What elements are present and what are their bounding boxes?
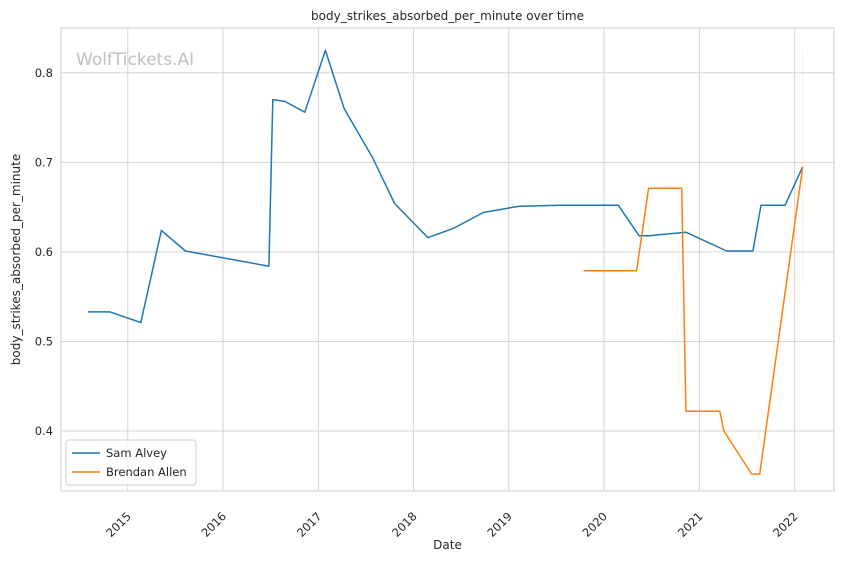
series-line-1	[583, 166, 804, 475]
legend-box	[65, 439, 197, 486]
x-tick-label: 2020	[579, 509, 610, 540]
watermark-text: WolfTickets.AI	[76, 50, 194, 70]
x-tick-label: 2021	[675, 509, 706, 540]
x-tick-label: 2018	[389, 509, 420, 540]
y-tick-label: 0.6	[35, 245, 53, 259]
grid-lines	[61, 28, 834, 491]
x-tick-label: 2016	[198, 509, 229, 540]
y-tick-label: 0.7	[35, 155, 53, 169]
plot-frame	[60, 27, 835, 492]
chart-title: body_strikes_absorbed_per_minute over ti…	[311, 9, 584, 23]
x-tick-label: 2015	[103, 509, 134, 540]
x-tick-label: 2022	[770, 509, 801, 540]
y-axis-label: body_strikes_absorbed_per_minute	[9, 154, 23, 365]
legend: Sam Alvey Brendan Allen	[65, 439, 197, 486]
series-line-0	[87, 49, 804, 324]
x-tick-label: 2017	[294, 509, 325, 540]
y-tick-label: 0.4	[35, 424, 53, 438]
legend-entry: Sam Alvey	[106, 446, 167, 460]
y-tick-label: 0.5	[35, 334, 53, 348]
x-axis-label: Date	[433, 538, 462, 552]
x-tick-label: 2019	[484, 509, 515, 540]
series-lines	[87, 49, 804, 475]
legend-entry: Brendan Allen	[106, 465, 187, 479]
y-tick-label: 0.8	[35, 66, 53, 80]
